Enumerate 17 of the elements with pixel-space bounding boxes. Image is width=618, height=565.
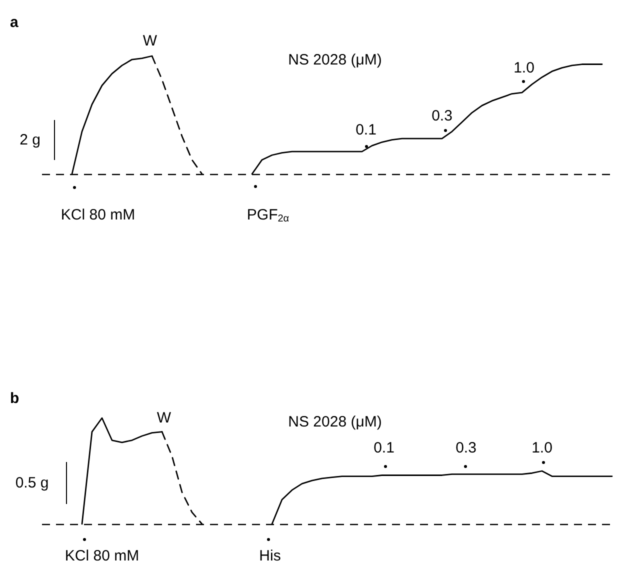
chart-title: a [10,14,19,31]
annotation: 1.0 [514,60,534,76]
annotation: 1.0 [532,440,552,456]
text: 2 g [20,132,40,148]
annotation: W [156,410,172,426]
annotation: 0.3 [432,108,452,124]
annotation: NS 2028 (μM) [288,52,382,68]
annotation: 0.3 [456,440,476,456]
text: KCl 80 mM [64,548,140,564]
text: His [259,548,281,564]
annotation: 0.1 [356,122,376,138]
chart-title: b [10,390,20,407]
annotation: 0.1 [374,440,394,456]
annotation: NS 2028 (μM) [288,414,382,430]
annotation: 0.5 g [15,474,49,492]
text: W [142,32,158,50]
text: KCl 80 mM [60,206,136,224]
